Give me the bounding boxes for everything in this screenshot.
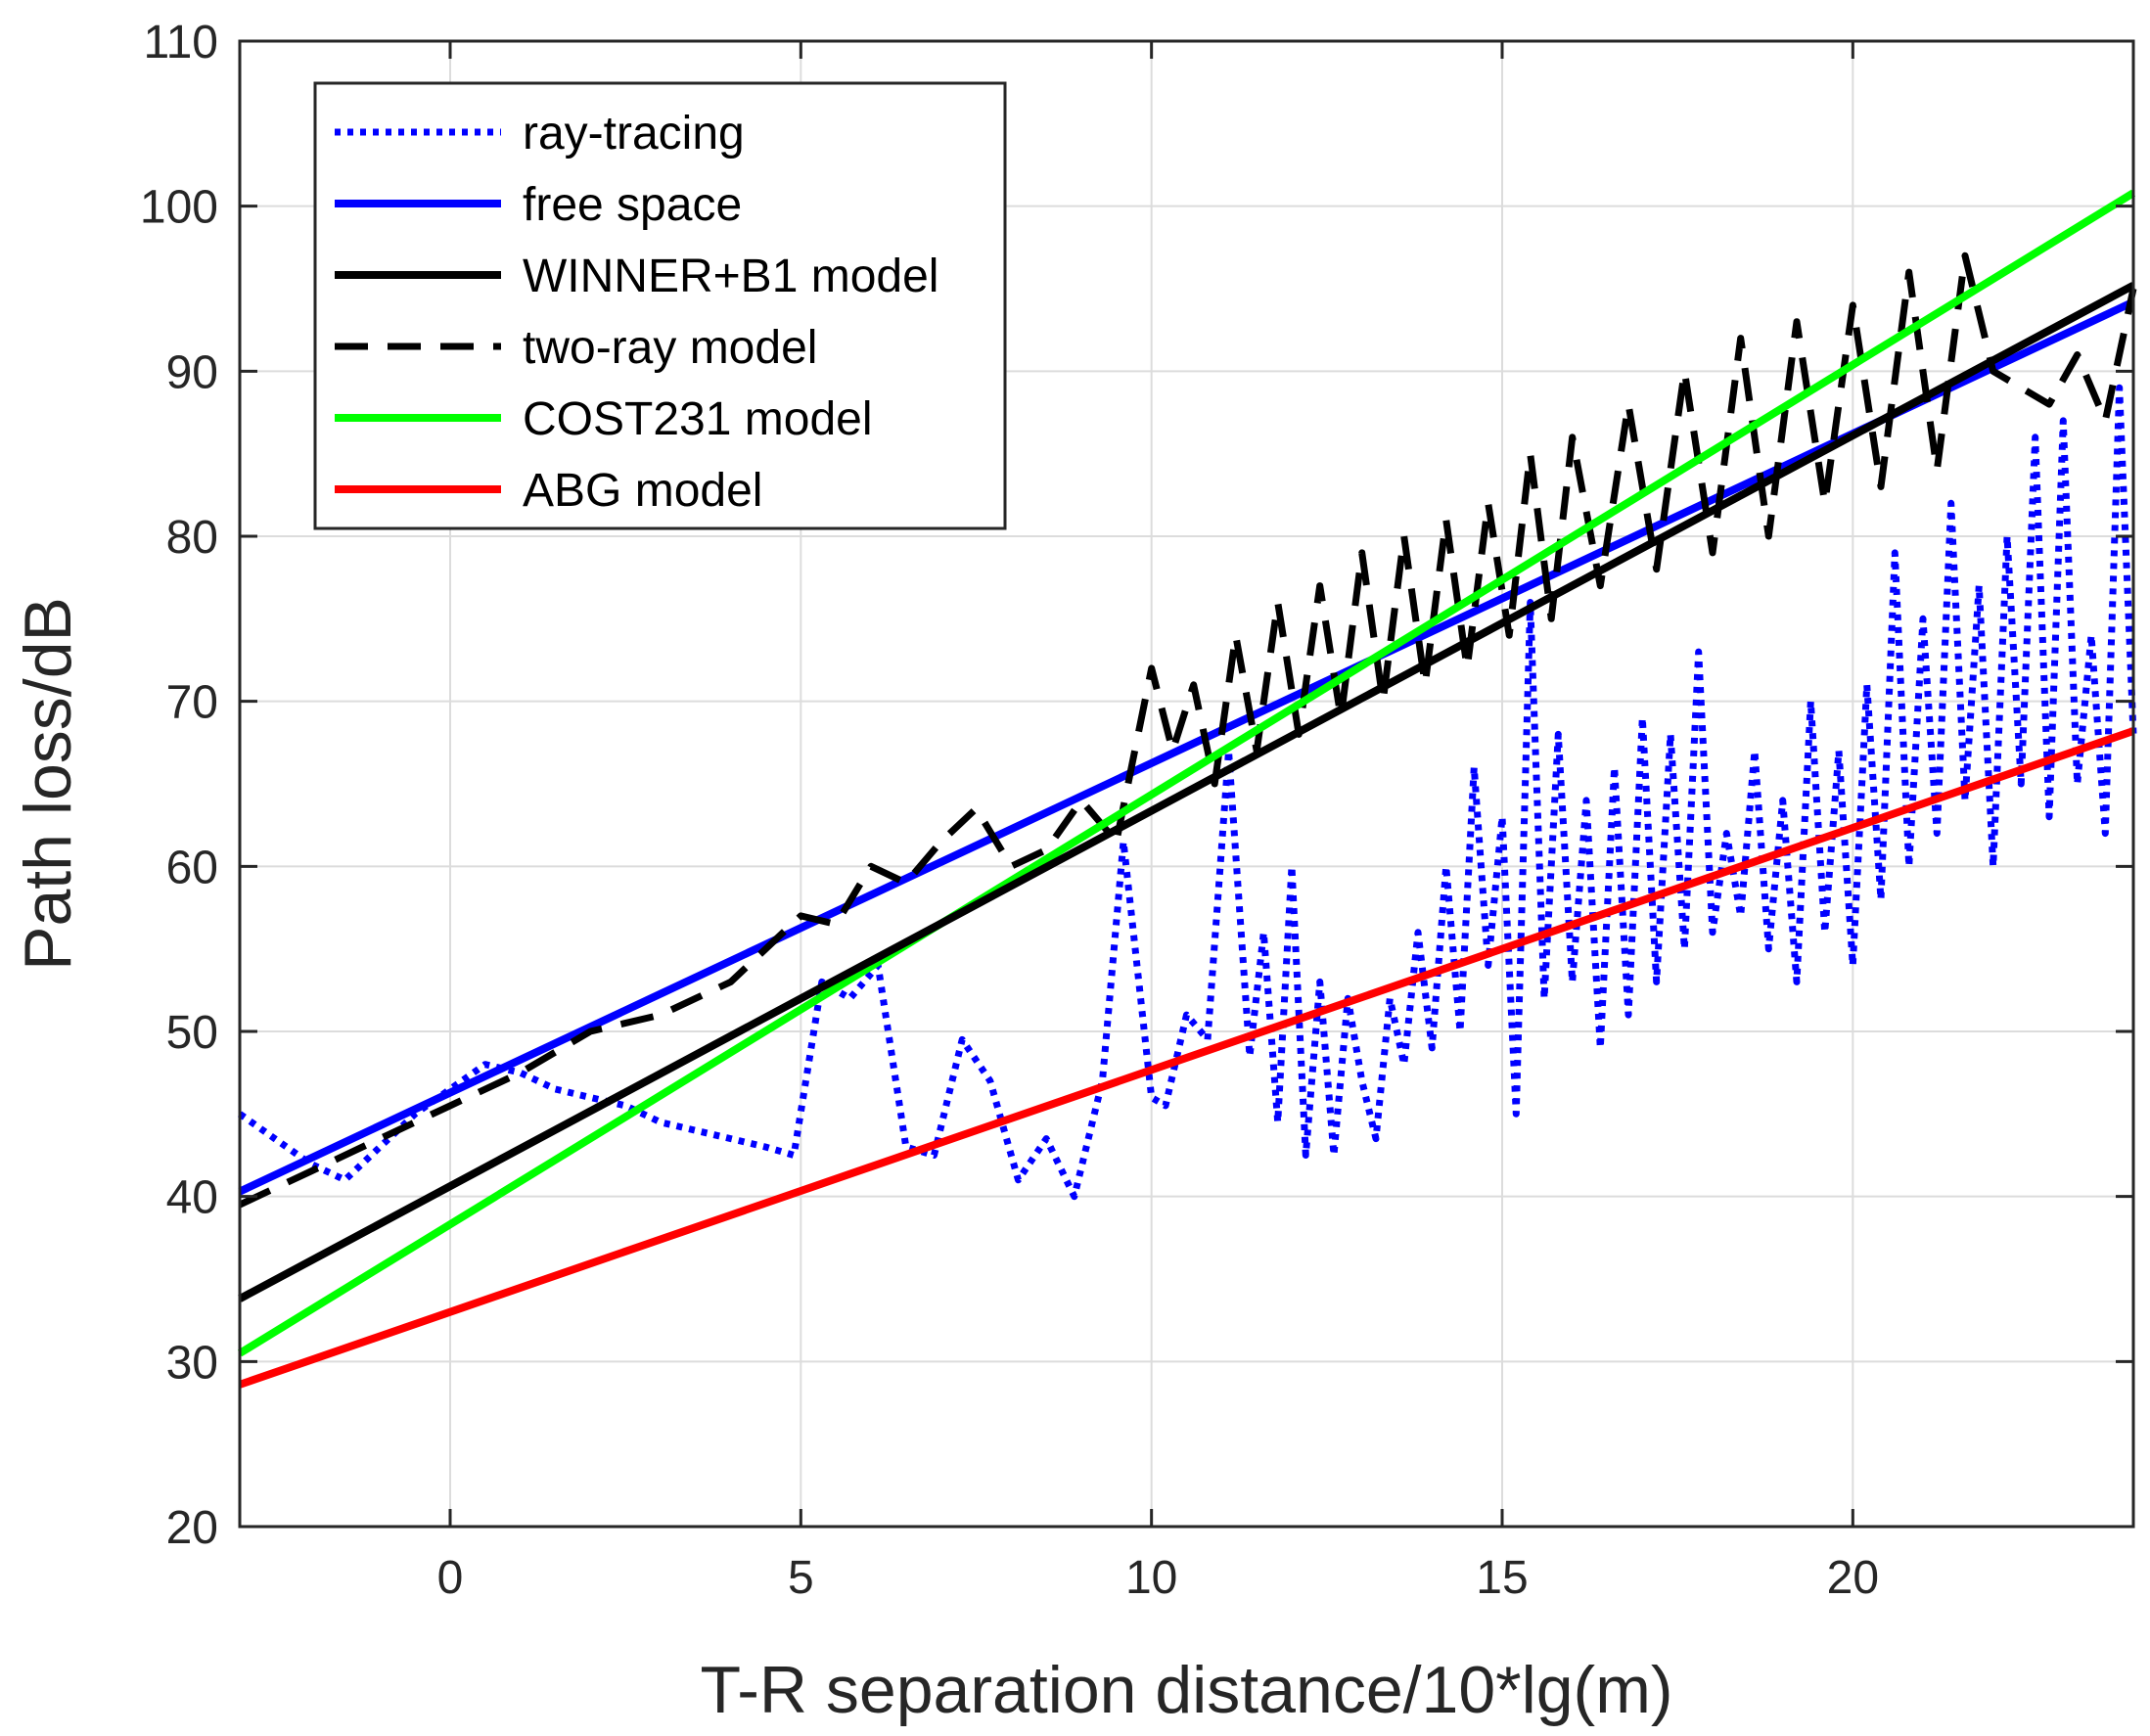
y-tick-label: 80 [166,512,218,564]
x-tick-label: 5 [788,1552,814,1604]
y-tick-label: 110 [143,17,218,69]
y-tick-label: 40 [166,1172,218,1224]
series-abg-model-line [238,727,2135,1389]
plot-frame [238,39,2135,1529]
x-axis-label: T-R separation distance/10*lg(m) [700,1653,1672,1727]
y-axis-label: Path loss/dB [11,597,85,971]
series-ray-tracing-line [237,384,2137,1201]
series-winner-b1-model-line [238,282,2135,1302]
y-tick-label: 100 [140,182,218,234]
y-tick-label: 50 [166,1007,218,1059]
legend-label-winner-b1-model: WINNER+B1 model [523,251,938,302]
legend: ray-tracing free space WINNER+B1 model two-… [313,81,1007,530]
series-two-ray-model-line [238,251,2137,1209]
ticks: 0 5 10 15 20 20 30 40 50 60 70 80 90 100 110 [140,17,2133,1604]
y-tick-label: 70 [166,677,218,729]
y-tick-label: 20 [166,1502,218,1554]
legend-label-free-space: free space [523,179,742,231]
x-tick-label: 0 [437,1552,464,1604]
legend-label-ray-tracing: ray-tracing [523,108,745,160]
series-cost231-model-line [237,189,2136,1357]
legend-label-cost231-model: COST231 model [523,393,873,445]
legend-label-abg-model: ABG model [523,465,762,517]
x-tick-label: 15 [1476,1552,1528,1604]
legend-box [313,81,1007,530]
legend-label-two-ray-model: two-ray model [523,322,817,374]
y-tick-label: 60 [166,842,218,893]
y-tick-label: 30 [166,1337,218,1389]
series-layer [237,189,2137,1389]
x-tick-label: 10 [1125,1552,1177,1604]
x-tick-label: 20 [1827,1552,1879,1604]
y-tick-label: 90 [166,346,218,398]
